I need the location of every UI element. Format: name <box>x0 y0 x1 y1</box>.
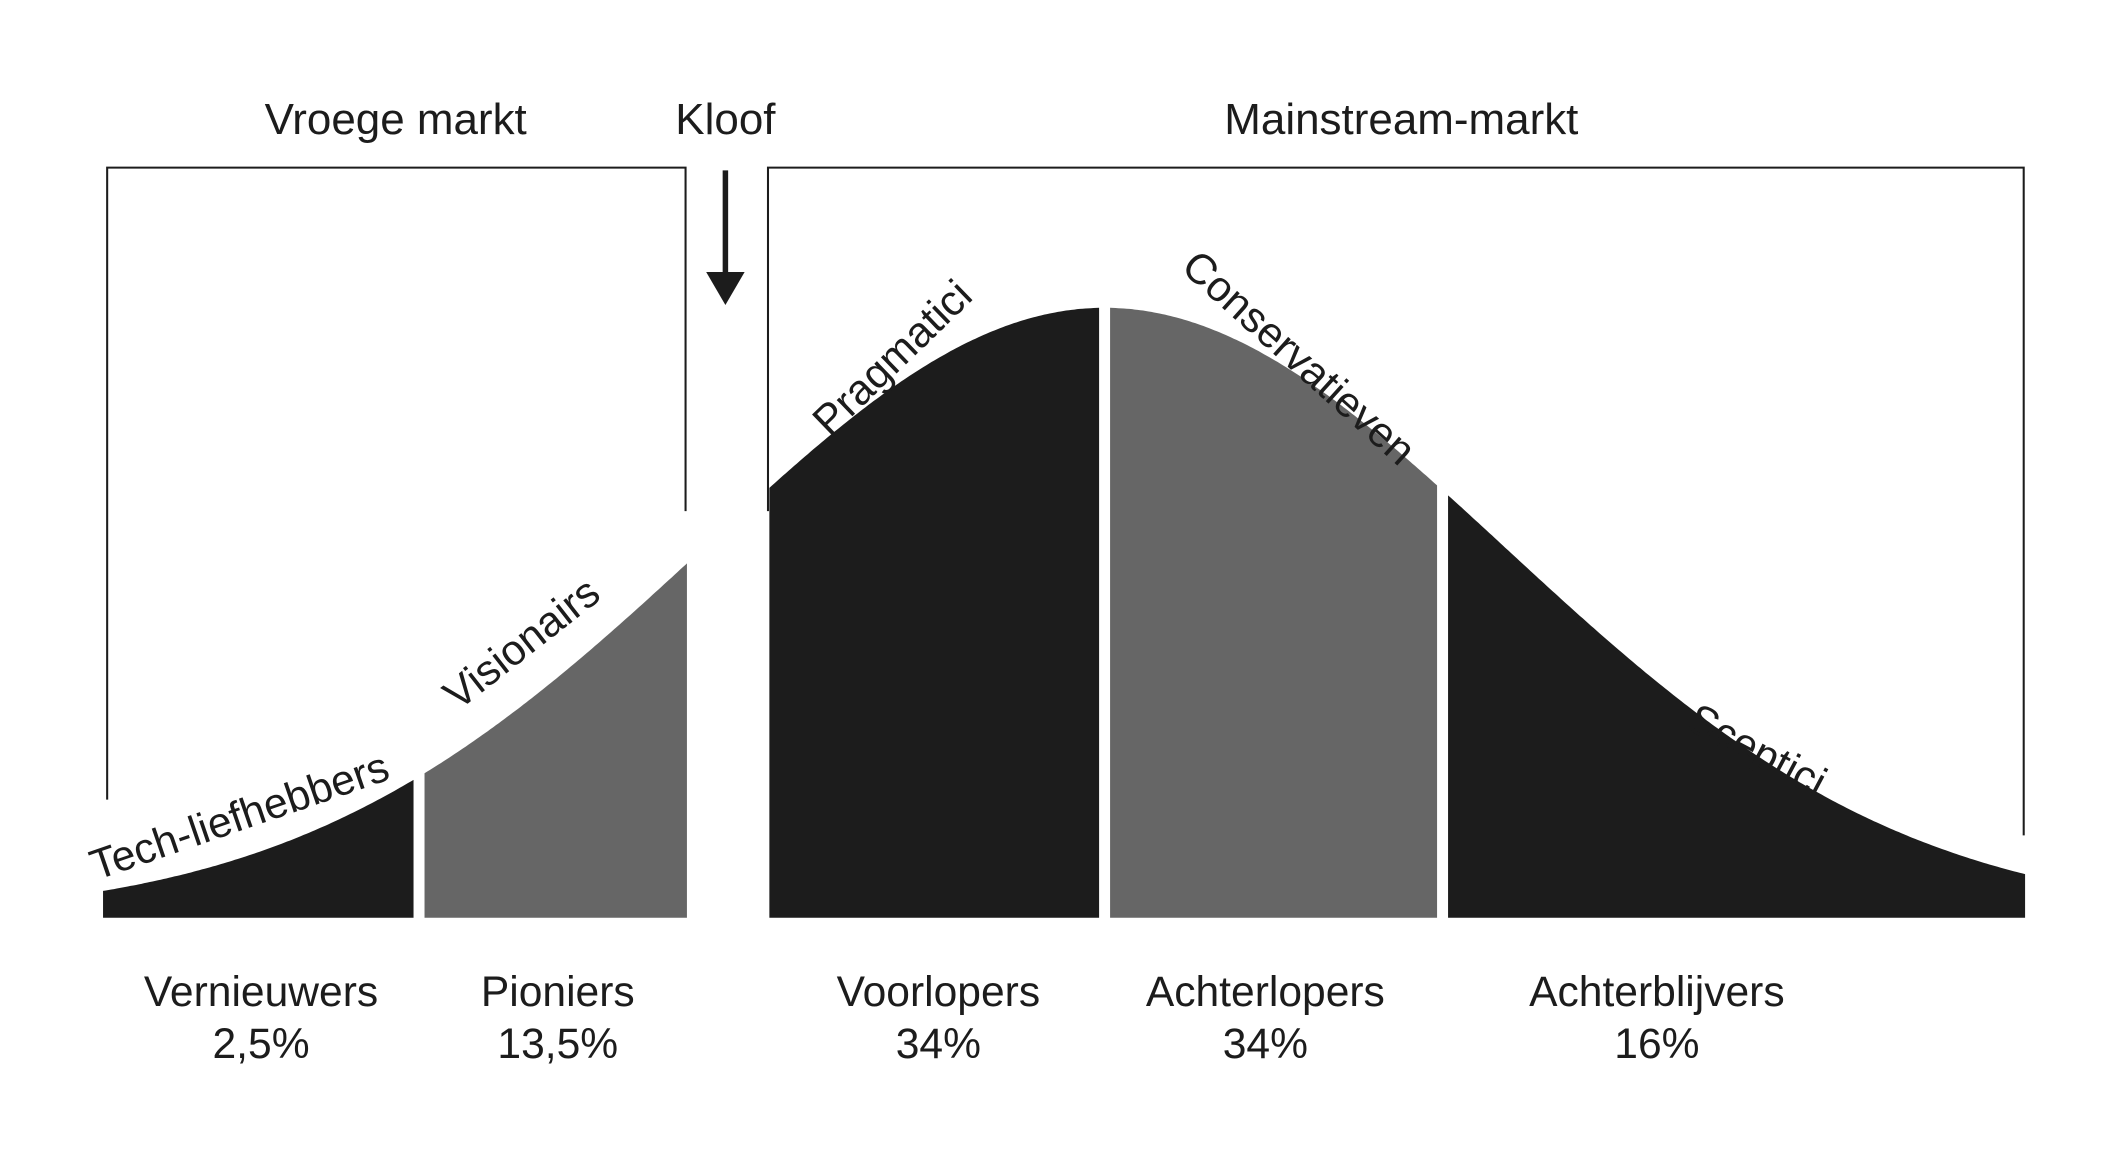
segment-share: 2,5% <box>213 1020 310 1068</box>
mainstream-market-bracket <box>766 166 2025 836</box>
curve-segment <box>103 779 414 918</box>
adoption-curve <box>103 307 2026 918</box>
segment-name: Vernieuwers <box>144 968 378 1016</box>
curve-segment <box>1448 495 2026 918</box>
curve-segment <box>1110 307 1438 918</box>
segment-name: Voorlopers <box>837 968 1041 1016</box>
segment-share: 13,5% <box>497 1020 618 1068</box>
segment-name: Pioniers <box>481 968 635 1016</box>
mainstream-market-label: Mainstream-markt <box>1224 95 1578 144</box>
curve-segment <box>424 563 687 918</box>
chasm-arrow-head <box>706 272 745 306</box>
early-market-label: Vroege markt <box>265 95 527 144</box>
segment-name: Achterlopers <box>1146 968 1385 1016</box>
segment-share: 34% <box>1223 1020 1308 1068</box>
curve-segment <box>769 307 1100 918</box>
early-market-bracket <box>106 166 687 800</box>
segment-share: 34% <box>896 1020 981 1068</box>
segment-share: 16% <box>1614 1020 1699 1068</box>
segment-name: Achterblijvers <box>1529 968 1785 1016</box>
chasm-label: Kloof <box>675 95 776 144</box>
